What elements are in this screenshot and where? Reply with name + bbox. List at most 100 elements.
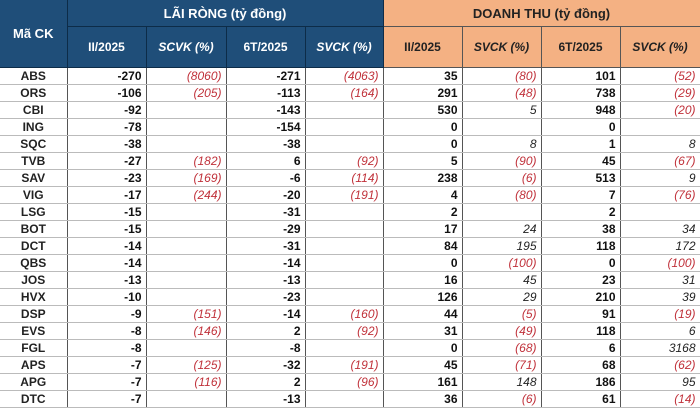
table-row: JOS -13 -13 16 45 23 31	[0, 271, 700, 289]
table-cell	[146, 237, 227, 255]
table-row: DCT -14 -31 84 195 118 172	[0, 237, 700, 255]
table-cell: 238	[383, 169, 463, 187]
table-cell: (52)	[620, 67, 700, 85]
stock-code: ABS	[0, 67, 68, 85]
table-cell: 0	[383, 254, 463, 272]
table-cell: (169)	[146, 169, 227, 187]
table-cell: (146)	[146, 322, 227, 340]
table-cell: -38	[67, 135, 147, 153]
table-cell: (29)	[620, 84, 700, 102]
table-cell: 24	[462, 220, 542, 238]
table-cell: -9	[67, 305, 147, 323]
table-cell: -20	[226, 186, 306, 204]
table-cell: 0	[541, 254, 621, 272]
table-row: FGL -8 -8 0 (68) 6 3168	[0, 339, 700, 357]
stock-code: VIG	[0, 186, 68, 204]
table-cell: -78	[67, 118, 147, 136]
table-cell: 291	[383, 84, 463, 102]
table-row: APS -7 (125) -32 (191) 45 (71) 68 (62)	[0, 356, 700, 374]
stock-code: HVX	[0, 288, 68, 306]
table-cell: 186	[541, 373, 621, 391]
table-cell: -13	[67, 271, 147, 289]
table-cell	[146, 203, 227, 221]
table-cell: (62)	[620, 356, 700, 374]
table-cell: 172	[620, 237, 700, 255]
table-cell: (49)	[462, 322, 542, 340]
table-cell: (67)	[620, 152, 700, 170]
table-cell	[305, 118, 384, 136]
table-cell: (160)	[305, 305, 384, 323]
table-cell: -15	[67, 220, 147, 238]
col-net-q2: II/2025	[67, 26, 147, 68]
table-cell: 35	[383, 67, 463, 85]
table-cell	[146, 271, 227, 289]
table-cell	[305, 220, 384, 238]
table-cell: (92)	[305, 152, 384, 170]
table-cell: (4063)	[305, 67, 384, 85]
table-cell: -14	[67, 237, 147, 255]
table-cell: (96)	[305, 373, 384, 391]
table-cell: 45	[541, 152, 621, 170]
stock-code: QBS	[0, 254, 68, 272]
table-cell: (8060)	[146, 67, 227, 85]
table-row: VIG -17 (244) -20 (191) 4 (80) 7 (76)	[0, 186, 700, 204]
col-net-yoy: SCVK (%)	[146, 26, 227, 68]
table-cell: (68)	[462, 339, 542, 357]
table-cell: 31	[383, 322, 463, 340]
table-cell: -10	[67, 288, 147, 306]
table-row: LSG -15 -31 2 2	[0, 203, 700, 221]
table-cell: 6	[226, 152, 306, 170]
table-cell: 148	[462, 373, 542, 391]
stock-code: SQC	[0, 135, 68, 153]
table-cell: 45	[462, 271, 542, 289]
table-cell: (90)	[462, 152, 542, 170]
table-cell: 7	[541, 186, 621, 204]
table-cell	[305, 101, 384, 119]
table-cell: (6)	[462, 169, 542, 187]
table-row: ORS -106 (205) -113 (164) 291 (48) 738 (29)	[0, 84, 700, 102]
col-rev-q2: II/2025	[383, 26, 463, 68]
table-cell: 44	[383, 305, 463, 323]
table-cell: -7	[67, 373, 147, 391]
table-cell: (20)	[620, 101, 700, 119]
table-cell: -154	[226, 118, 306, 136]
table-cell: 161	[383, 373, 463, 391]
table-cell: 0	[383, 135, 463, 153]
header-code: Mã CK	[0, 0, 68, 68]
stock-code: CBI	[0, 101, 68, 119]
table-cell: (6)	[462, 390, 542, 408]
table-cell: (5)	[462, 305, 542, 323]
table-row: APG -7 (116) 2 (96) 161 148 186 95	[0, 373, 700, 391]
table-cell: 530	[383, 101, 463, 119]
table-cell: (125)	[146, 356, 227, 374]
table-cell: 4	[383, 186, 463, 204]
stock-code: FGL	[0, 339, 68, 357]
table-row: DTC -7 -13 36 (6) 61 (14)	[0, 390, 700, 408]
table-cell: 61	[541, 390, 621, 408]
table-cell: 2	[226, 322, 306, 340]
table-cell: -7	[67, 390, 147, 408]
table-cell: -7	[67, 356, 147, 374]
table-cell	[146, 135, 227, 153]
table-cell	[305, 390, 384, 408]
table-cell: (116)	[146, 373, 227, 391]
stock-code: DSP	[0, 305, 68, 323]
table-cell: 8	[462, 135, 542, 153]
col-rev-yoy: SVCK (%)	[462, 26, 542, 68]
table-cell: 0	[383, 118, 463, 136]
stock-code: BOT	[0, 220, 68, 238]
table-cell: -113	[226, 84, 306, 102]
table-cell	[305, 203, 384, 221]
table-cell: -32	[226, 356, 306, 374]
table-cell: 9	[620, 169, 700, 187]
table-cell: (205)	[146, 84, 227, 102]
table-cell: -14	[67, 254, 147, 272]
table-cell: -31	[226, 237, 306, 255]
table-cell: (100)	[462, 254, 542, 272]
table-cell: 23	[541, 271, 621, 289]
table-cell: (14)	[620, 390, 700, 408]
table-cell: -23	[67, 169, 147, 187]
table-cell: (100)	[620, 254, 700, 272]
table-cell: (114)	[305, 169, 384, 187]
table-cell	[305, 254, 384, 272]
